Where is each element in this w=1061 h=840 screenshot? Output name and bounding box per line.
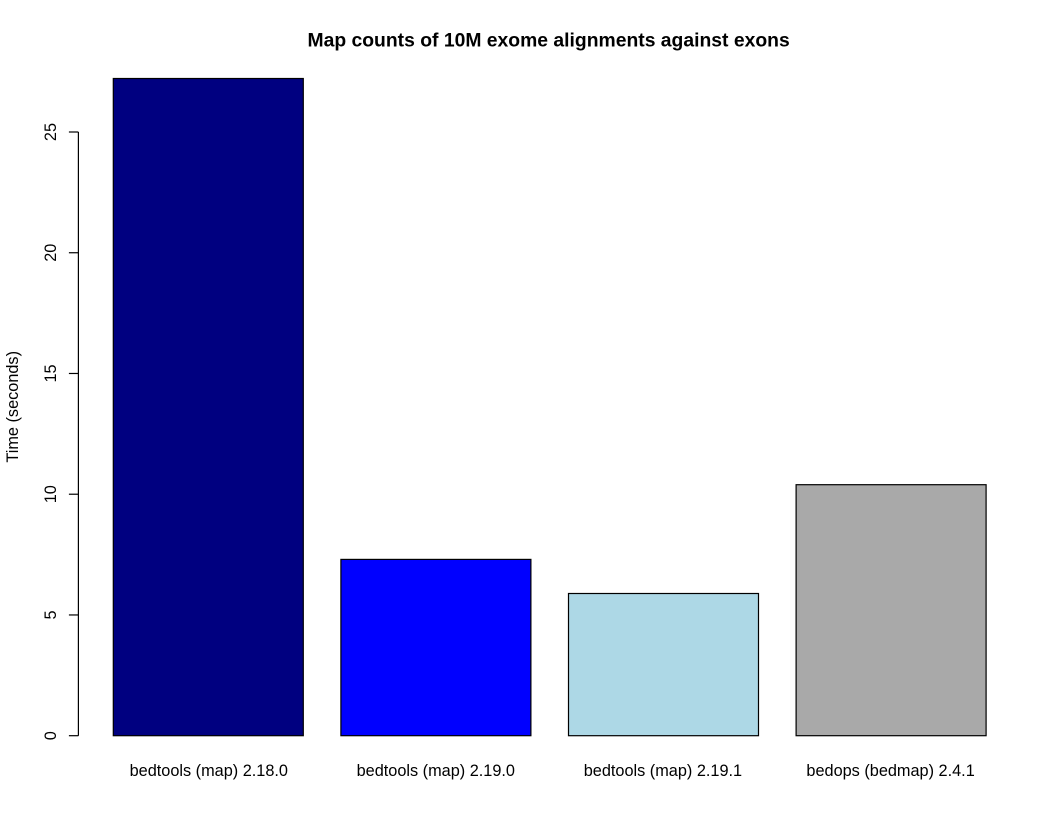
svg-text:Map counts of 10M exome alignm: Map counts of 10M exome alignments again… — [307, 30, 789, 51]
svg-text:0: 0 — [42, 731, 60, 740]
svg-text:25: 25 — [42, 123, 60, 141]
svg-text:bedops (bedmap) 2.4.1: bedops (bedmap) 2.4.1 — [806, 762, 974, 780]
svg-text:15: 15 — [42, 364, 60, 382]
svg-text:bedtools (map) 2.19.0: bedtools (map) 2.19.0 — [357, 762, 515, 780]
svg-text:bedtools (map) 2.19.1: bedtools (map) 2.19.1 — [584, 762, 742, 780]
svg-text:20: 20 — [42, 244, 60, 262]
svg-text:bedtools (map) 2.18.0: bedtools (map) 2.18.0 — [130, 762, 288, 780]
svg-text:Time (seconds): Time (seconds) — [4, 351, 22, 463]
svg-text:10: 10 — [42, 485, 60, 503]
svg-text:5: 5 — [42, 610, 60, 619]
